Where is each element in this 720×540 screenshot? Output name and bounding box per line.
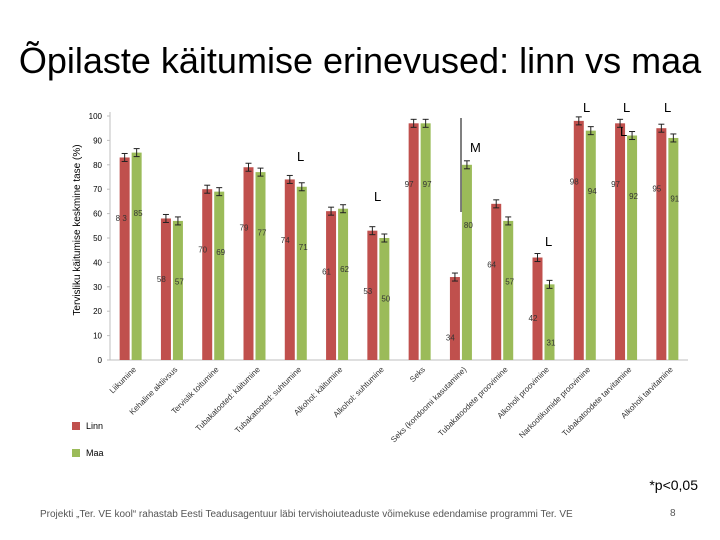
legend-item-maa: Maa bbox=[72, 448, 104, 458]
data-label: 34 bbox=[446, 333, 455, 342]
bar-linn bbox=[326, 211, 337, 360]
data-label: 97 bbox=[405, 180, 414, 189]
data-label: 58 bbox=[157, 275, 166, 284]
data-label: 79 bbox=[240, 224, 249, 233]
y-tick-label: 30 bbox=[93, 283, 102, 292]
category-label: Seks bbox=[408, 365, 427, 384]
data-label: 62 bbox=[340, 265, 349, 274]
bar-maa bbox=[627, 135, 638, 360]
bar-linn bbox=[408, 123, 419, 360]
annotation-label: M bbox=[470, 140, 481, 155]
data-label: 57 bbox=[505, 277, 514, 286]
data-label: 77 bbox=[258, 229, 267, 238]
bar-maa bbox=[255, 172, 266, 360]
annotation-label: L bbox=[374, 189, 381, 204]
data-label: 85 bbox=[134, 209, 143, 218]
data-label: 50 bbox=[381, 294, 390, 303]
bar-maa bbox=[131, 152, 142, 360]
y-tick-label: 50 bbox=[93, 234, 102, 243]
annotation-label: L bbox=[620, 124, 627, 139]
annotation-label: L bbox=[623, 100, 630, 115]
annotation-label: L bbox=[297, 149, 304, 164]
legend-label-maa: Maa bbox=[86, 448, 104, 458]
bar-maa bbox=[544, 284, 555, 360]
bar-maa bbox=[296, 186, 307, 360]
annotation-label: L bbox=[664, 100, 671, 115]
data-label: 42 bbox=[529, 314, 538, 323]
y-tick-label: 70 bbox=[93, 185, 102, 194]
data-label: 8 3 bbox=[116, 214, 128, 223]
bar-maa bbox=[503, 220, 514, 360]
data-label: 53 bbox=[363, 287, 372, 296]
bar-linn bbox=[615, 123, 626, 360]
legend-swatch-maa bbox=[72, 449, 80, 457]
data-label: 97 bbox=[423, 180, 432, 189]
data-label: 57 bbox=[175, 277, 184, 286]
legend-item-linn: Linn bbox=[72, 421, 103, 431]
y-tick-label: 20 bbox=[93, 307, 102, 316]
bar-linn bbox=[243, 167, 254, 360]
y-tick-label: 60 bbox=[93, 210, 102, 219]
data-label: 92 bbox=[629, 192, 638, 201]
footer-text: Projekti „Ter. VE kool“ rahastab Eesti T… bbox=[40, 509, 573, 520]
bar-linn bbox=[367, 230, 378, 360]
data-label: 98 bbox=[570, 177, 579, 186]
data-label: 97 bbox=[611, 180, 620, 189]
bar-linn bbox=[573, 120, 584, 360]
category-label: Tubakatoodete proovimine bbox=[436, 365, 510, 439]
data-label: 71 bbox=[299, 243, 308, 252]
bar-maa bbox=[461, 164, 472, 360]
bar-maa bbox=[668, 137, 679, 360]
bar-maa bbox=[420, 123, 431, 360]
page-number: 8 bbox=[670, 508, 676, 519]
annotation-label: L bbox=[583, 100, 590, 115]
legend-label-linn: Linn bbox=[86, 421, 104, 431]
data-label: 69 bbox=[216, 248, 225, 257]
category-label: Narkootikumide proovimine bbox=[517, 365, 592, 440]
y-tick-label: 40 bbox=[93, 258, 102, 267]
significance-footnote: *p<0,05 bbox=[649, 477, 698, 493]
bar-linn bbox=[160, 218, 171, 360]
bar-maa bbox=[214, 191, 225, 360]
slide-title: Õpilaste käitumise erinevused: linn vs m… bbox=[18, 40, 702, 81]
annotation-label: L bbox=[545, 234, 552, 249]
bar-maa bbox=[172, 220, 183, 360]
bar-linn bbox=[449, 277, 460, 360]
data-label: 64 bbox=[487, 260, 496, 269]
data-label: 95 bbox=[652, 185, 661, 194]
bar-maa bbox=[379, 238, 390, 360]
category-label: Liikumine bbox=[108, 365, 139, 396]
legend-swatch-linn bbox=[72, 422, 80, 430]
bar-linn bbox=[656, 128, 667, 360]
bar-linn bbox=[284, 179, 295, 360]
bar-linn bbox=[532, 257, 543, 360]
y-tick-label: 0 bbox=[98, 356, 103, 365]
y-axis-title: Tervisliku käitumise keskmine tase (%) bbox=[72, 144, 83, 315]
y-tick-label: 10 bbox=[93, 332, 102, 341]
category-label: Tubakatooted: suhtumine bbox=[233, 365, 303, 435]
bar-linn bbox=[491, 203, 502, 360]
data-label: 31 bbox=[547, 338, 556, 347]
data-label: 61 bbox=[322, 268, 331, 277]
y-tick-label: 100 bbox=[89, 112, 103, 121]
category-label: Tubakatoodete tarvitamine bbox=[560, 365, 634, 439]
bar-linn bbox=[119, 157, 130, 360]
bar-maa bbox=[338, 208, 349, 360]
data-label: 74 bbox=[281, 236, 290, 245]
data-label: 91 bbox=[670, 194, 679, 203]
bar-maa bbox=[585, 130, 596, 360]
category-label: Seks (kondoomi kasutamine) bbox=[389, 365, 469, 445]
data-label: 80 bbox=[464, 221, 473, 230]
y-tick-label: 80 bbox=[93, 161, 102, 170]
data-label: 94 bbox=[588, 187, 597, 196]
data-label: 70 bbox=[198, 246, 207, 255]
y-tick-label: 90 bbox=[93, 136, 102, 145]
bar-linn bbox=[202, 189, 213, 360]
